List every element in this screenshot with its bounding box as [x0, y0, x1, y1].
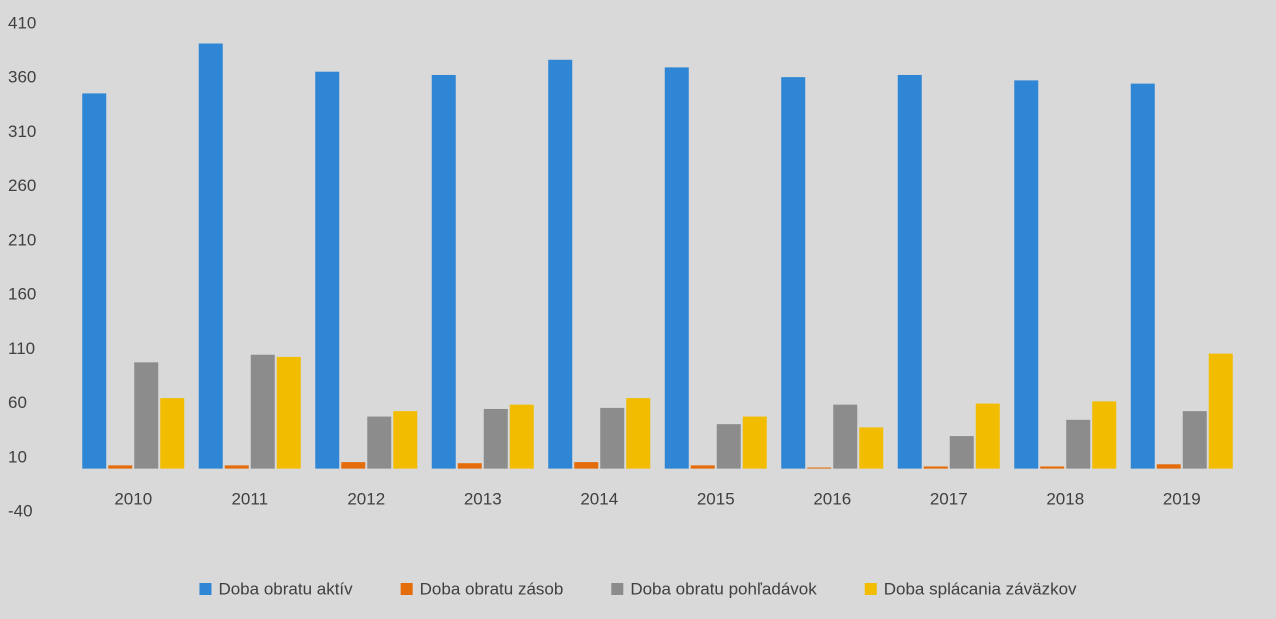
bar [393, 411, 418, 469]
bar [82, 93, 107, 469]
bar [1208, 353, 1233, 469]
bar [781, 77, 806, 469]
bar [833, 404, 858, 469]
bar [574, 462, 599, 469]
bar [923, 466, 948, 469]
legend-swatch [199, 583, 212, 595]
bar [276, 356, 301, 469]
bar [224, 465, 249, 469]
bar [1014, 80, 1039, 469]
bar [160, 398, 185, 469]
bar [975, 403, 1000, 469]
bar [1156, 464, 1181, 469]
legend-swatch [400, 583, 413, 595]
bar [1092, 401, 1117, 469]
bar [716, 424, 741, 469]
x-tick-label: 2011 [231, 489, 268, 508]
legend-swatch [611, 583, 624, 595]
bar [742, 416, 767, 469]
bar [807, 467, 832, 469]
x-tick-label: 2010 [114, 489, 152, 508]
x-tick-label: 2015 [697, 489, 735, 508]
bar [108, 465, 133, 469]
y-tick-label: 110 [8, 339, 35, 358]
bar [600, 407, 625, 469]
legend-label: Doba obratu zásob [420, 579, 564, 598]
x-tick-label: 2016 [813, 489, 851, 508]
bar [664, 67, 689, 469]
bar [457, 463, 482, 469]
legend-label: Doba obratu aktív [218, 579, 353, 598]
y-tick-label: 410 [8, 13, 36, 32]
bar [198, 43, 223, 469]
x-tick-label: 2014 [580, 489, 618, 508]
bar [431, 74, 456, 469]
y-tick-label: 310 [8, 122, 36, 141]
bar [1066, 419, 1091, 469]
y-tick-label: 10 [8, 447, 27, 466]
bar [341, 462, 366, 469]
bar [1040, 466, 1065, 469]
bar [859, 427, 884, 469]
bar [897, 74, 922, 469]
y-tick-label: 260 [8, 176, 36, 195]
bar [1130, 83, 1155, 469]
x-tick-label: 2019 [1163, 489, 1201, 508]
y-tick-label: -40 [8, 501, 33, 520]
bar [509, 404, 534, 469]
y-tick-label: 210 [8, 230, 36, 249]
legend-swatch [864, 583, 877, 595]
bar [134, 362, 159, 469]
bar [949, 436, 974, 469]
bar [367, 416, 392, 469]
bar [315, 71, 340, 469]
y-tick-label: 60 [8, 393, 27, 412]
legend-label: Doba splácania záväzkov [884, 579, 1077, 598]
y-tick-label: 160 [8, 285, 36, 304]
y-tick-label: 360 [8, 68, 36, 87]
bar [483, 408, 508, 469]
x-tick-label: 2018 [1046, 489, 1084, 508]
bar [626, 398, 651, 469]
bar [548, 59, 573, 469]
bar [250, 354, 275, 469]
x-tick-label: 2012 [347, 489, 385, 508]
bar [1182, 411, 1207, 469]
x-tick-label: 2013 [464, 489, 502, 508]
bar [690, 465, 715, 469]
legend-label: Doba obratu pohľadávok [630, 579, 817, 598]
x-tick-label: 2017 [930, 489, 968, 508]
